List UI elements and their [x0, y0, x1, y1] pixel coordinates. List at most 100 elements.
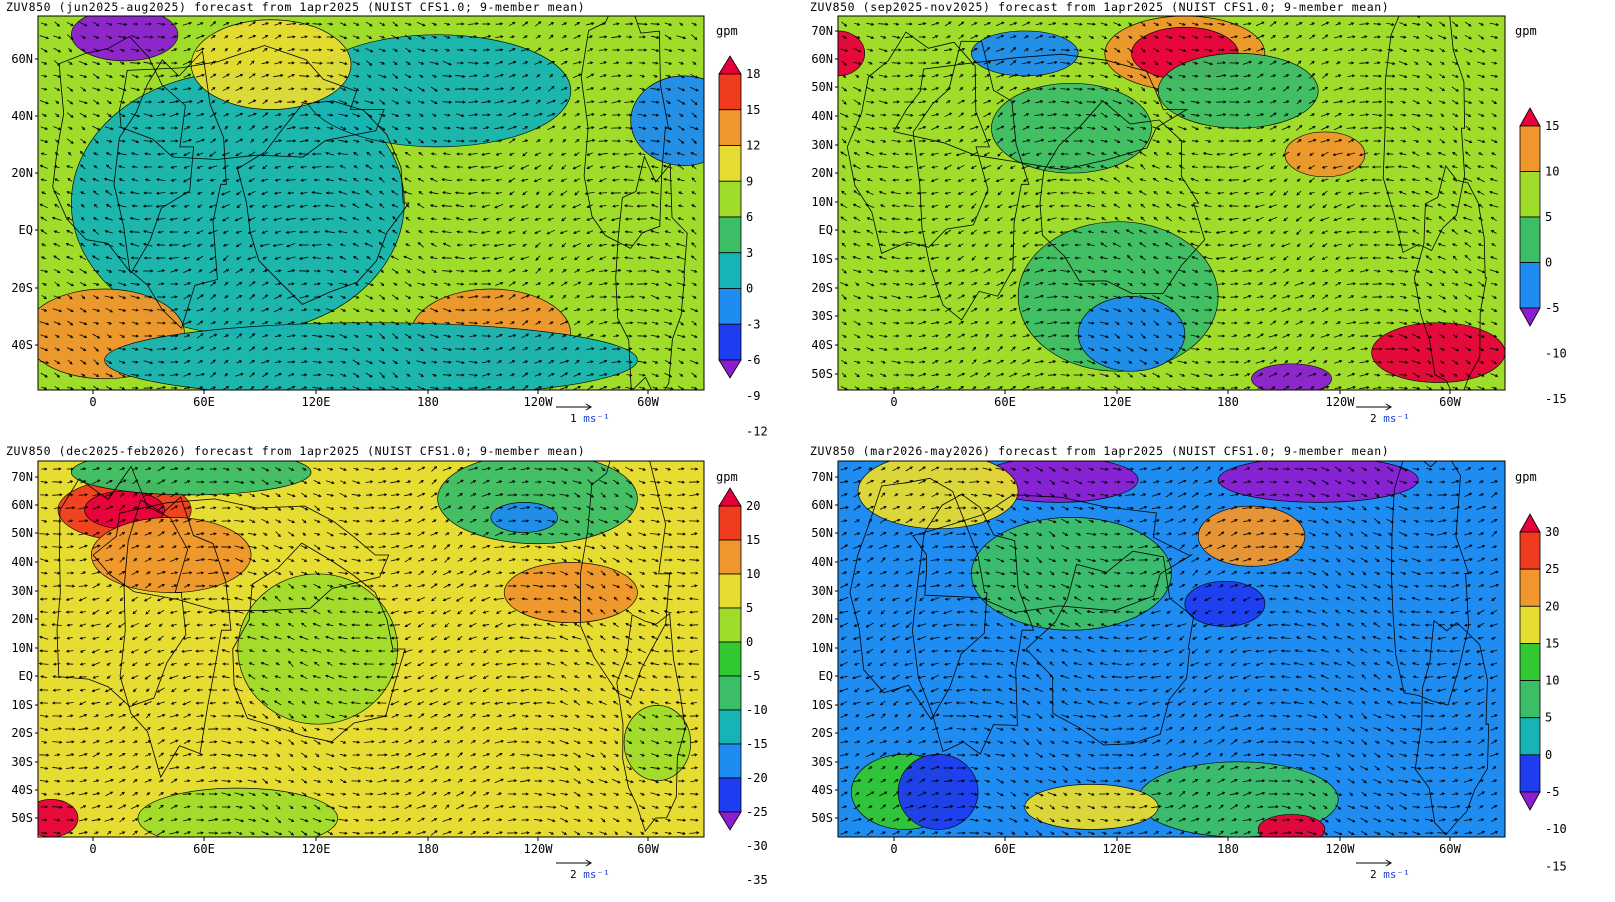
- longitude-label: 0: [890, 842, 897, 856]
- map-figure: 70N 60N 50N 40N 30N 20N 10N EQ 10S 20S 30S 40S 50S 0 6…: [811, 460, 1567, 881]
- longitude-label: 60E: [994, 395, 1016, 409]
- colorbar-tick-label: -15: [746, 737, 768, 751]
- latitude-label: 70N: [811, 24, 833, 38]
- reference-vector: 2 ms⁻¹: [556, 859, 610, 881]
- latitude-label: 70N: [11, 470, 33, 484]
- colorbar-tick-label: -5: [1545, 785, 1559, 799]
- colorbar-tick-label: 20: [746, 499, 760, 513]
- colorbar-segment: [1519, 717, 1541, 756]
- colorbar-tick-label: 5: [1545, 210, 1552, 224]
- colorbar-tick-label: 0: [1545, 748, 1552, 762]
- map-frame: [837, 15, 1506, 391]
- colorbar-tick-label: 5: [1545, 711, 1552, 725]
- longitude-label: 120W: [1326, 395, 1356, 409]
- colorbar-segment: [718, 641, 742, 677]
- colorbar-segment: [718, 55, 742, 75]
- latitude-label: 10S: [811, 252, 833, 266]
- latitude-label: 10S: [11, 698, 33, 712]
- colorbar-tick-label: -12: [746, 425, 768, 439]
- longitude-label: 0: [89, 395, 96, 409]
- latitude-label: 40S: [811, 783, 833, 797]
- longitude-label: 120E: [1103, 842, 1132, 856]
- map-panel-jja: ZUV850 (jun2025-aug2025) forecast from 1…: [0, 0, 800, 440]
- longitude-label: 120W: [524, 395, 554, 409]
- colorbar-tick-label: 0: [746, 282, 753, 296]
- latitude-label: 40N: [11, 109, 33, 123]
- latitude-label: 20S: [811, 281, 833, 295]
- colorbar-segment: [718, 709, 742, 745]
- colorbar-tick-label: 12: [746, 139, 760, 153]
- reference-vector-label: 2 ms⁻¹: [570, 868, 610, 881]
- colorbar-segment: [1519, 171, 1541, 218]
- latitude-label: 20N: [811, 612, 833, 626]
- colorbar-segment: [718, 505, 742, 541]
- colorbar-segment: [718, 777, 742, 813]
- wind-vectors: [39, 21, 699, 390]
- colorbar-tick-label: -10: [746, 703, 768, 717]
- unit-label: gpm: [716, 24, 738, 38]
- colorbar-segment: [718, 811, 742, 831]
- coastlines: [52, 16, 688, 390]
- coastlines: [849, 461, 1490, 836]
- latitude-label: 20N: [11, 612, 33, 626]
- colorbar-tick-label: 9: [746, 174, 753, 188]
- coastlines: [846, 16, 1487, 390]
- colorbar-tick-label: -6: [746, 353, 760, 367]
- coastlines: [56, 461, 688, 833]
- colorbar-tick-label: 18: [746, 67, 760, 81]
- colorbar-segment: [718, 73, 742, 111]
- colorbar-segment: [718, 252, 742, 289]
- longitude-label: 120E: [1103, 395, 1132, 409]
- latitude-label: 60N: [811, 498, 833, 512]
- colorbar-segment: [1519, 791, 1541, 811]
- reference-vector-label: 2 ms⁻¹: [1370, 868, 1410, 881]
- colorbar-segment: [1519, 531, 1541, 570]
- longitude-label: 120E: [302, 395, 331, 409]
- map-figure: 70N 60N 50N 40N 30N 20N 10N EQ 10S 20S 30S 40S 50S 0 6…: [11, 460, 768, 887]
- colorbar-segment: [718, 180, 742, 218]
- longitude-label: 60E: [994, 842, 1016, 856]
- geopotential-field: [838, 16, 1505, 390]
- colorbar-segment: [718, 359, 742, 379]
- unit-label: gpm: [716, 470, 738, 484]
- latitude-label: 20S: [11, 726, 33, 740]
- longitude-label: 60W: [637, 842, 659, 856]
- latitude-label: 50S: [11, 811, 33, 825]
- latitude-label: 30N: [811, 584, 833, 598]
- colorbar-segment: [718, 145, 742, 182]
- colorbar-tick-label: -25: [746, 805, 768, 819]
- colorbar-segment: [1519, 680, 1541, 719]
- reference-vector: 2 ms⁻¹: [1356, 859, 1410, 881]
- latitude-label: 20N: [11, 166, 33, 180]
- latitude-label: 40N: [811, 109, 833, 123]
- reference-vector: 2 ms⁻¹: [1356, 403, 1410, 425]
- colorbar-segment: [718, 487, 742, 507]
- colorbar-segment: [1519, 754, 1541, 793]
- colorbar-tick-label: -9: [746, 389, 760, 403]
- colorbar-tick-label: 15: [746, 103, 760, 117]
- latitude-label: 20N: [811, 166, 833, 180]
- panel-title: ZUV850 (dec2025-feb2026) forecast from 1…: [6, 444, 586, 458]
- colorbar-tick-label: -5: [746, 669, 760, 683]
- latitude-label: 30S: [11, 755, 33, 769]
- longitude-label: 60W: [1439, 395, 1461, 409]
- colorbar-tick-label: 0: [1545, 256, 1552, 270]
- colorbar-tick-label: 6: [746, 210, 753, 224]
- longitude-label: 180: [1217, 395, 1239, 409]
- colorbar-tick-label: -30: [746, 839, 768, 853]
- reference-vector-label: 2 ms⁻¹: [1370, 412, 1410, 425]
- colorbar-segment: [718, 288, 742, 325]
- wind-vectors: [839, 21, 1500, 390]
- latitude-label: 30S: [811, 755, 833, 769]
- longitude-label: 60E: [193, 842, 215, 856]
- colorbar-segment: [718, 216, 742, 254]
- colorbar: 18 15 12 9 6 3 0 -3 -6 -9 -12: [718, 55, 768, 439]
- latitude-label: 30N: [11, 584, 33, 598]
- colorbar-segment: [718, 675, 742, 711]
- colorbar-tick-label: 15: [1545, 636, 1559, 650]
- latitude-label: 40N: [11, 555, 33, 569]
- longitude-label: 60E: [193, 395, 215, 409]
- wind-vectors: [38, 466, 700, 836]
- latitude-label: 50N: [811, 526, 833, 540]
- colorbar: 30 25 20 15 10 5 0 -5 -10 -15: [1519, 513, 1567, 873]
